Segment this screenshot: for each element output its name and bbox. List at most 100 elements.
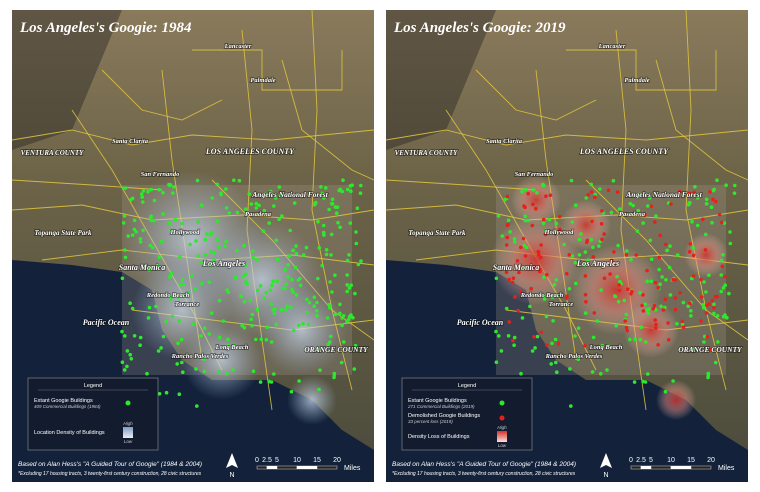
extant-building [345,289,350,294]
extant-building [542,297,547,301]
place-label: Pacific Ocean [457,318,504,327]
extant-building [611,178,616,183]
extant-building [703,232,708,237]
place-label: San Fernando [141,171,181,178]
extant-building [494,276,499,281]
extant-building [547,217,552,222]
extant-building [347,286,352,290]
place-label: VENTURA COUNTY [21,149,85,157]
demolished-building [705,335,710,339]
extant-building [152,198,157,203]
demolished-building [641,309,646,313]
demolished-building [704,311,709,315]
place-label: ORANGE COUNTY [678,345,743,354]
extant-building [535,334,540,339]
extant-building [522,265,526,270]
extant-building [499,349,504,353]
extant-building [591,245,595,250]
extant-building [297,323,301,328]
demolished-building [640,303,644,308]
density-area [182,320,262,400]
scale-segment [670,465,692,470]
extant-building [339,360,344,365]
place-label: VENTURA COUNTY [395,149,459,157]
extant-building [528,304,532,309]
extant-building [130,306,135,311]
demolished-building [541,217,546,222]
demolished-building [691,274,696,278]
note: *Excluding 17 housing tracts, 3 twenty-f… [18,471,202,477]
extant-building [128,301,132,306]
demolished-building [539,255,543,260]
extant-building [689,309,693,313]
extant-building [145,371,149,376]
extant-building [161,334,166,339]
extant-building [202,326,207,331]
extant-building [181,294,185,298]
extant-building [336,220,340,225]
demolished-building [624,325,629,330]
demolished-building [612,250,616,254]
extant-building [589,182,594,187]
extant-building [270,283,274,288]
extant-building [315,300,319,305]
extant-building [321,223,326,228]
demolished-building [507,277,511,282]
extant-building [333,273,337,278]
demolished-building [681,325,686,330]
extant-building [325,316,330,320]
extant-building [359,183,363,188]
extant-building [171,191,175,195]
extant-building [647,196,652,200]
place-label: LOS ANGELES COUNTY [205,147,295,156]
extant-building [125,364,129,369]
extant-building [215,238,220,242]
demolished-building [583,292,588,297]
freeway [385,129,749,146]
extant-building [711,188,716,193]
extant-building [223,244,227,248]
extant-building [724,183,728,187]
place-label: Santa Clarita [112,138,149,145]
demolished-building [539,243,543,247]
extant-building [138,335,143,340]
demolished-building [645,268,649,273]
extant-building [168,297,173,301]
extant-building [733,183,737,188]
extant-building [576,357,581,362]
extant-building [122,214,127,218]
demolished-building [673,307,678,312]
extant-building [349,283,354,288]
extant-building [176,341,180,346]
extant-building [504,306,509,311]
extant-building [599,371,603,376]
extant-building [157,187,161,192]
extant-building [188,242,192,247]
place-label: Pasadena [245,211,272,218]
extant-building [322,196,326,200]
demolished-building [504,243,509,247]
extant-building [701,306,706,310]
scale-label: 0 [629,457,633,464]
extant-building [625,249,629,253]
extant-building [257,203,261,208]
place-label: Hollywood [544,229,575,236]
extant-building [250,323,254,328]
legend-sublabel: 409 Commercial Buildings (1984) [34,404,101,409]
demolished-building [625,328,629,333]
extant-building [176,295,181,299]
extant-building [231,368,235,372]
extant-building [148,243,153,248]
place-label: ORANGE COUNTY [304,345,369,354]
extant-building [550,295,555,299]
extant-building [294,293,299,297]
extant-building [181,370,185,375]
extant-building [579,232,583,236]
demolished-building [593,195,597,199]
extant-building [333,205,338,209]
freeway [101,69,223,121]
place-label: Lancaster [598,43,626,50]
extant-building [715,178,719,182]
extant-building [327,302,331,307]
extant-building [178,282,183,287]
